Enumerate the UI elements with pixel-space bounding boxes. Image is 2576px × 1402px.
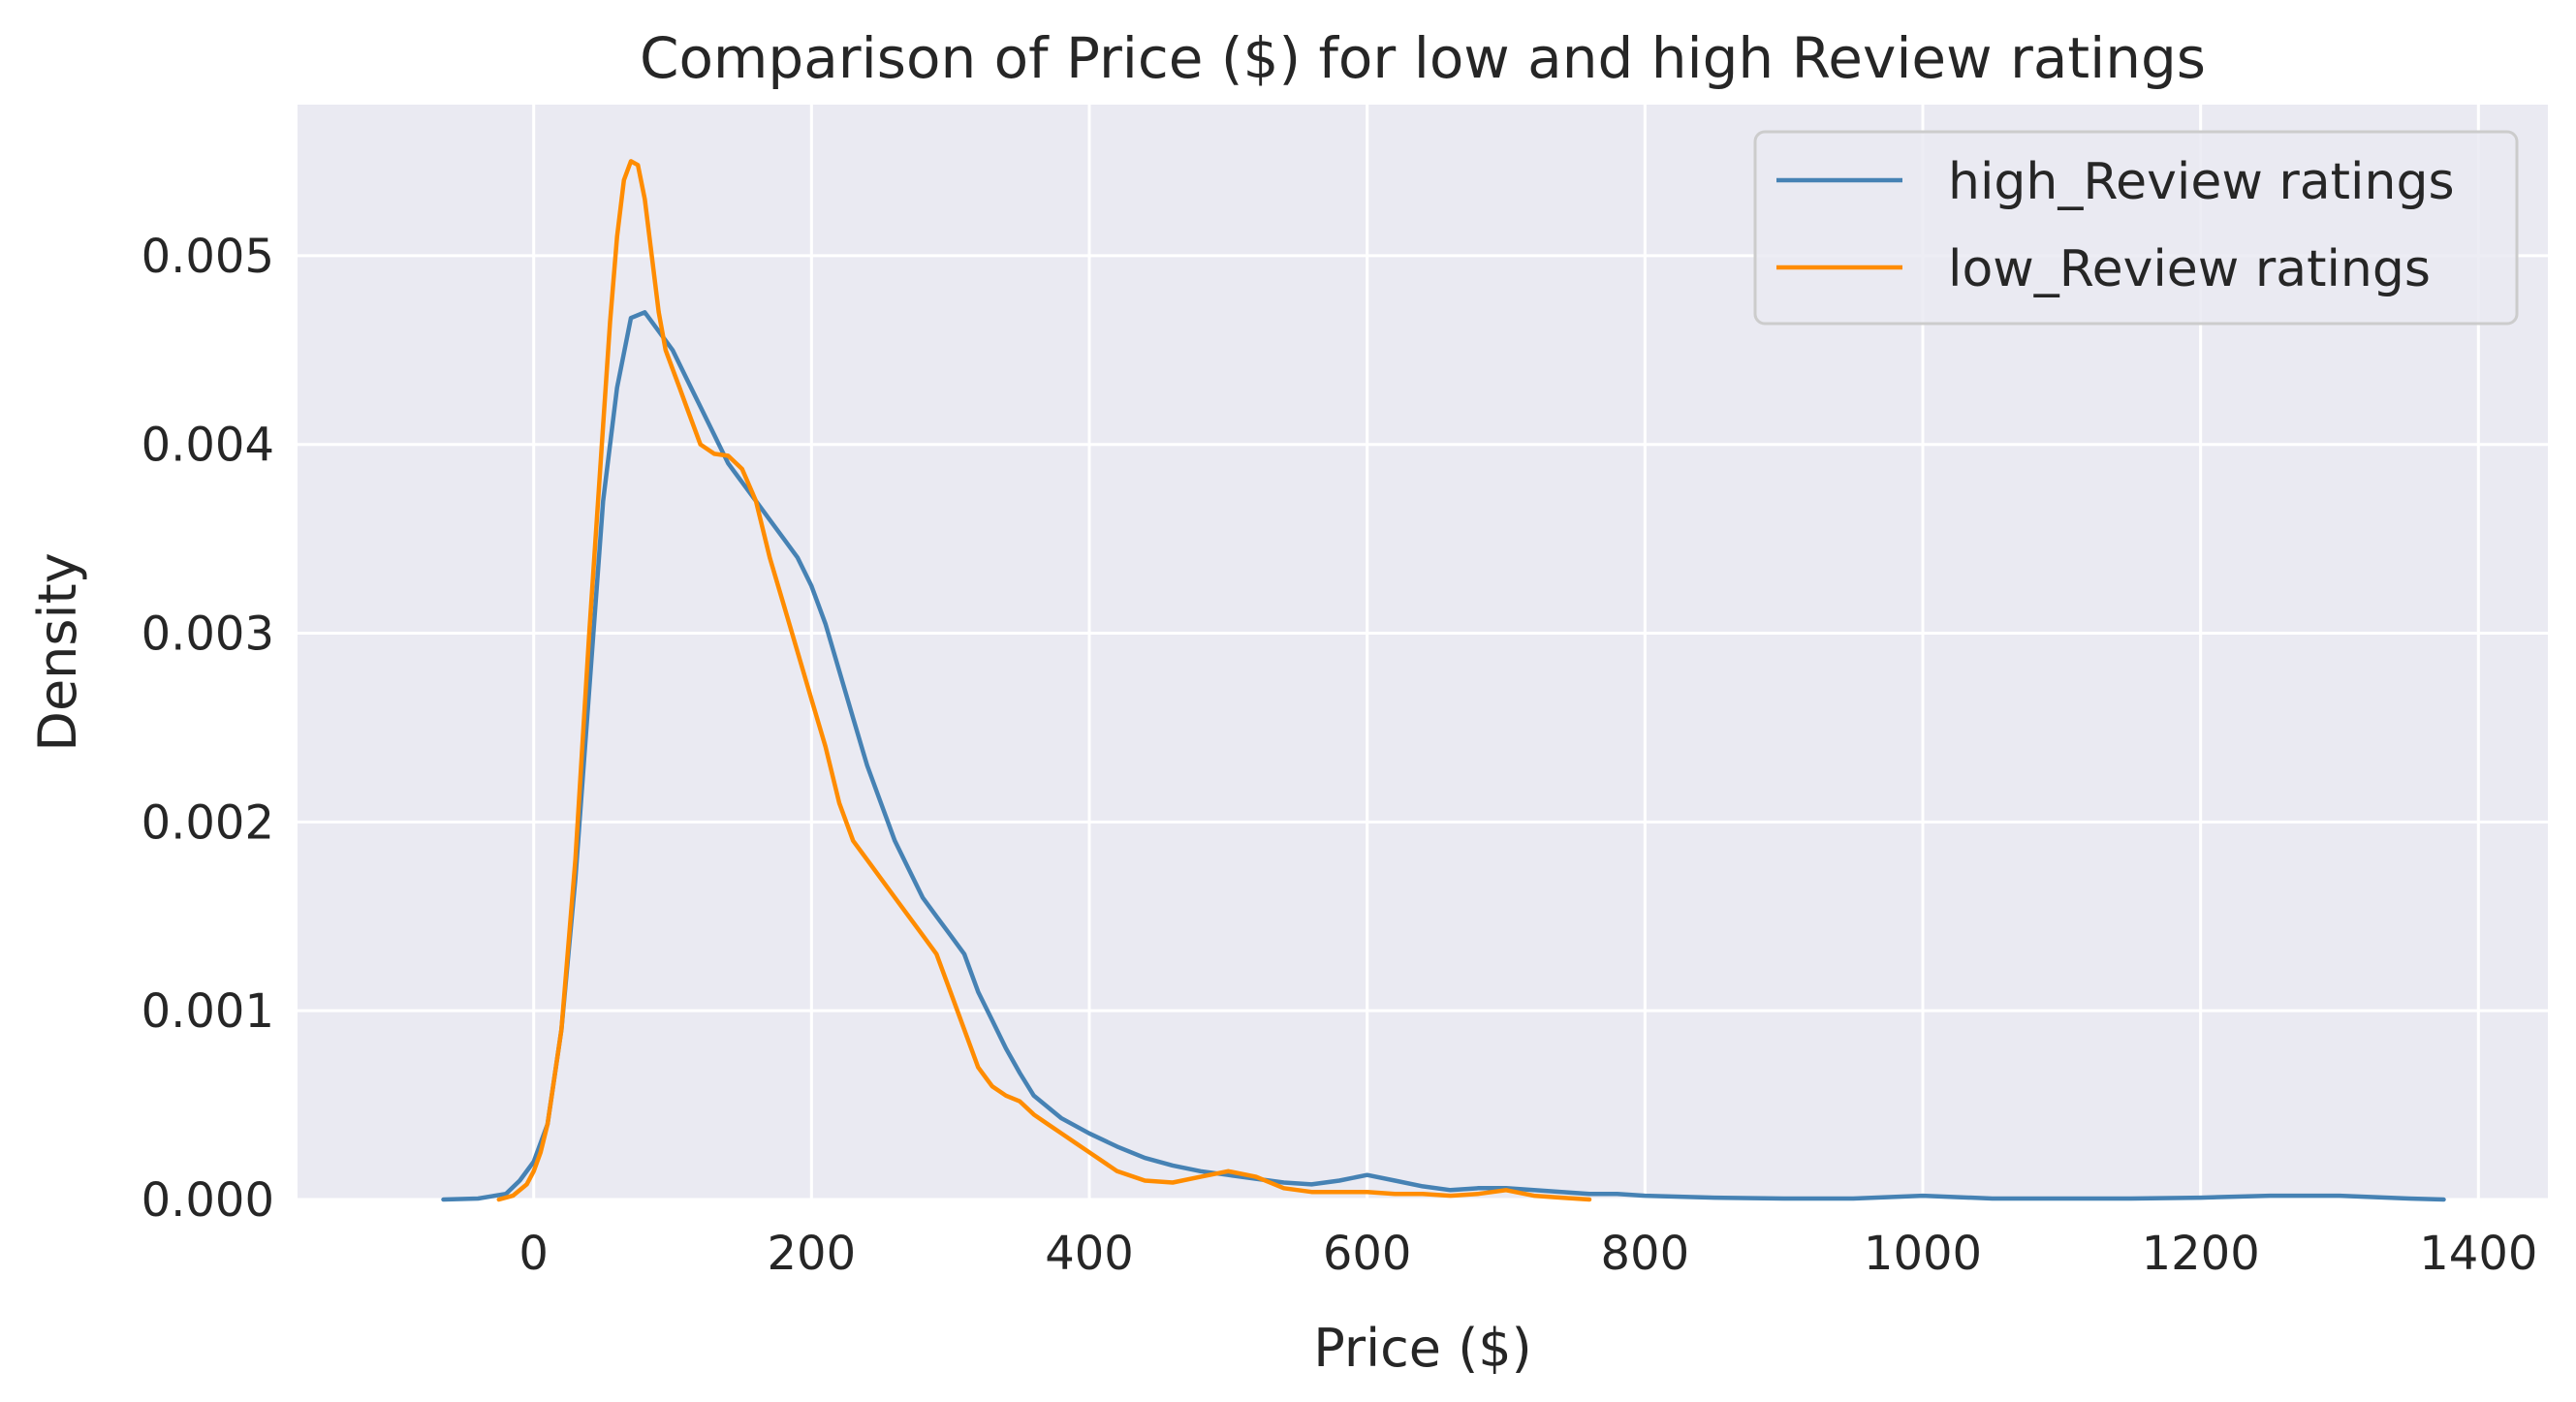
legend-label-high: high_Review ratings	[1948, 153, 2455, 211]
series-line-0	[441, 310, 2446, 1202]
x-tick-label: 400	[1045, 1227, 1134, 1281]
chart-title: Comparison of Price ($) for low and high…	[640, 25, 2206, 91]
legend: high_Review ratings low_Review ratings	[1753, 130, 2519, 326]
y-tick-label: 0.001	[141, 984, 274, 1039]
y-tick-label: 0.000	[141, 1173, 274, 1228]
x-tick-label: 1400	[2419, 1227, 2537, 1281]
series-line-1	[496, 159, 1592, 1202]
legend-label-low: low_Review ratings	[1948, 240, 2431, 298]
x-tick-label: 600	[1323, 1227, 1412, 1281]
y-axis-label: Density	[27, 552, 88, 751]
x-tick-label: 1200	[2142, 1227, 2260, 1281]
y-tick-labels: 0.000 0.001 0.002 0.003 0.004 0.005	[141, 230, 274, 1228]
x-tick-label: 200	[768, 1227, 857, 1281]
y-tick-label: 0.004	[141, 419, 274, 473]
x-tick-label: 0	[518, 1227, 549, 1281]
y-tick-label: 0.005	[141, 230, 274, 284]
x-tick-labels: 0 200 400 600 800 1000 1200 1400	[518, 1227, 2537, 1281]
x-tick-label: 1000	[1864, 1227, 1982, 1281]
x-axis-label: Price ($)	[1313, 1318, 1531, 1379]
series-layer	[441, 159, 2446, 1202]
x-tick-label: 800	[1601, 1227, 1690, 1281]
y-tick-label: 0.003	[141, 608, 274, 662]
legend-box	[1753, 130, 2519, 326]
y-tick-label: 0.002	[141, 795, 274, 850]
